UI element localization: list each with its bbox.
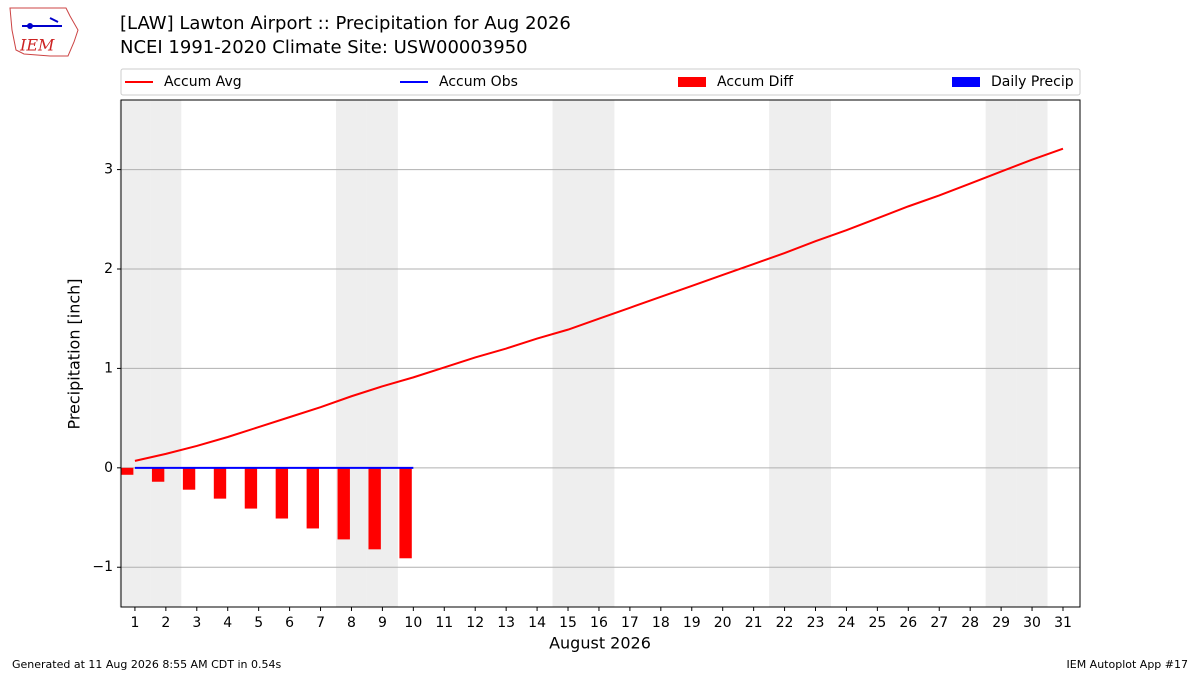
weekend-shade (800, 100, 831, 607)
x-tick-label: 6 (285, 615, 294, 631)
x-tick-label: 24 (838, 615, 856, 631)
legend-label: Accum Diff (717, 74, 793, 90)
y-tick-label: 2 (104, 261, 113, 277)
bar (121, 467, 134, 475)
x-tick-label: 31 (1054, 615, 1072, 631)
x-tick-label: 2 (161, 615, 170, 631)
x-axis-label: August 2026 (549, 634, 651, 653)
weekend-shade (1016, 100, 1048, 607)
x-tick-label: 1 (130, 615, 139, 631)
bar (368, 467, 381, 550)
footer-right: IEM Autoplot App #17 (1067, 658, 1189, 671)
x-tick-label: 9 (378, 615, 387, 631)
x-tick-label: 3 (192, 615, 201, 631)
y-tick-label: 0 (104, 460, 113, 476)
legend-swatch (678, 77, 706, 87)
x-tick-label: 15 (559, 615, 577, 631)
bar (306, 467, 319, 529)
legend-label: Accum Avg (164, 74, 242, 90)
legend-box (120, 68, 1081, 96)
bar (182, 467, 196, 490)
x-tick-label: 12 (466, 615, 484, 631)
x-tick-label: 22 (776, 615, 794, 631)
footer-left: Generated at 11 Aug 2026 8:55 AM CDT in … (12, 658, 281, 671)
plot-frame (120, 99, 1081, 608)
x-tick-label: 7 (316, 615, 325, 631)
x-tick-label: 4 (223, 615, 232, 631)
line (134, 147, 1064, 462)
weekend-shade (769, 100, 801, 607)
x-tick-label: 14 (528, 615, 546, 631)
x-tick-label: 21 (745, 615, 763, 631)
y-tick-label: 3 (104, 162, 113, 178)
x-tick-label: 11 (435, 615, 453, 631)
x-tick-label: 20 (714, 615, 732, 631)
chart-subtitle: NCEI 1991-2020 Climate Site: USW00003950 (120, 37, 528, 58)
bar (244, 467, 258, 509)
chart-title: [LAW] Lawton Airport :: Precipitation fo… (120, 13, 571, 34)
x-tick-label: 30 (1023, 615, 1041, 631)
weekend-shade (119, 100, 151, 607)
y-axis-label: Precipitation [inch] (65, 278, 84, 429)
x-tick-label: 27 (930, 615, 948, 631)
x-tick-label: 13 (497, 615, 515, 631)
legend-label: Accum Obs (439, 74, 518, 90)
bar (399, 467, 412, 559)
bar (337, 467, 350, 540)
x-tick-label: 26 (899, 615, 917, 631)
y-tick-label: 1 (104, 360, 113, 376)
x-tick-label: 8 (347, 615, 356, 631)
legend-label: Daily Precip (991, 74, 1074, 90)
x-tick-label: 25 (868, 615, 886, 631)
legend-swatch (952, 77, 980, 87)
weekend-shade (583, 100, 615, 607)
x-tick-label: 10 (404, 615, 422, 631)
x-tick-label: 16 (590, 615, 608, 631)
weekend-shade (150, 100, 182, 607)
bar (213, 467, 227, 499)
x-tick-label: 28 (961, 615, 979, 631)
x-tick-label: 19 (683, 615, 701, 631)
x-tick-label: 5 (254, 615, 263, 631)
x-tick-label: 29 (992, 615, 1010, 631)
x-tick-label: 17 (621, 615, 639, 631)
y-tick-label: −1 (92, 559, 113, 575)
weekend-shade (552, 100, 584, 607)
bar (275, 467, 289, 519)
weekend-shade (985, 100, 1017, 607)
logo-text: IEM (19, 36, 55, 55)
x-tick-label: 23 (807, 615, 825, 631)
bar (151, 467, 165, 482)
logo: IEM (9, 7, 79, 57)
x-tick-label: 18 (652, 615, 670, 631)
